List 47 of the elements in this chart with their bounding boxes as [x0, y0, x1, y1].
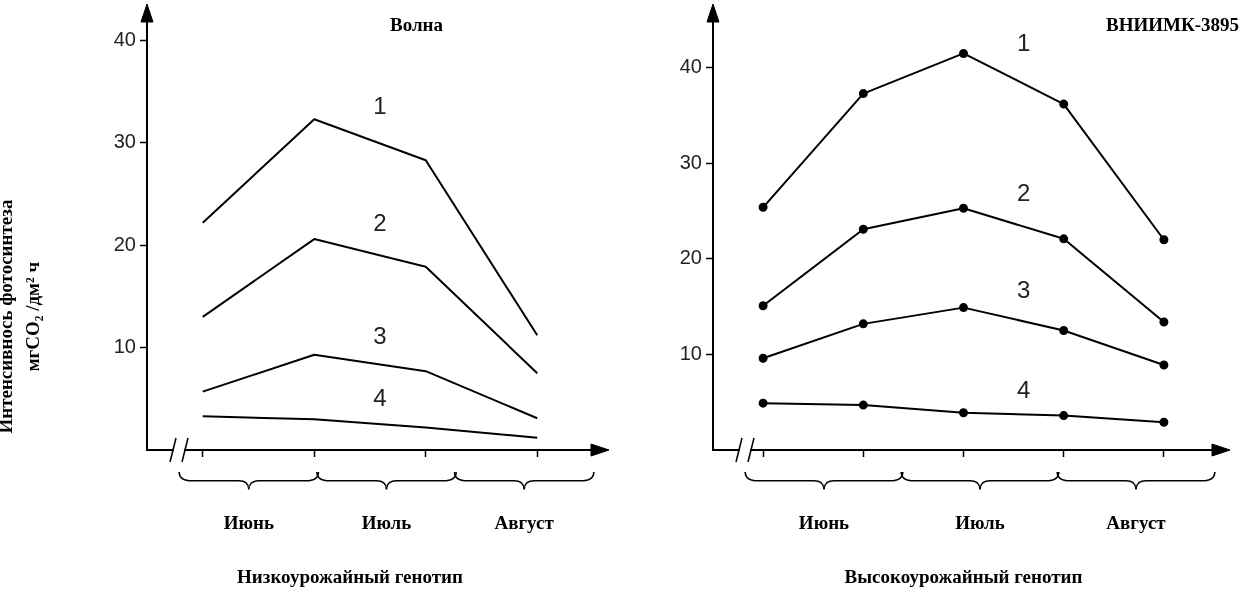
series-label: 1 [373, 92, 387, 120]
x-axis-title: Низкоурожайный генотип [237, 566, 463, 588]
point [758, 202, 768, 212]
point [758, 301, 768, 311]
point [758, 353, 768, 363]
y-axis-title: Интенсивнось фотосинтеза мгCO₂ /дм² ч [0, 198, 44, 436]
point [858, 400, 868, 410]
y-tick-label: 20 [679, 246, 702, 269]
y-tick-label: 20 [113, 232, 136, 255]
y-tick-label: 40 [113, 27, 136, 50]
series-label: 2 [373, 208, 387, 236]
series-label: 4 [1016, 376, 1031, 404]
point [1059, 99, 1069, 109]
point [858, 224, 868, 234]
point [1059, 411, 1069, 421]
point [1159, 317, 1169, 327]
series-label: 4 [373, 383, 387, 411]
series-label: 3 [373, 321, 387, 349]
point [1059, 234, 1069, 244]
y-tick-label: 40 [679, 55, 702, 78]
text: Июнь [223, 512, 274, 534]
chart-title: Волна [389, 14, 443, 36]
point [959, 203, 968, 213]
point [858, 319, 868, 329]
series-label: 1 [1016, 28, 1031, 56]
point [1159, 235, 1169, 245]
text: Август [1106, 512, 1166, 534]
text: Июль [361, 512, 412, 534]
point [959, 48, 968, 58]
y-tick-label: 30 [113, 130, 136, 153]
series-label: 2 [1016, 178, 1031, 206]
text: Июнь [798, 512, 850, 534]
point [758, 398, 768, 408]
series-label: 3 [1016, 275, 1031, 303]
point [1159, 360, 1169, 370]
point [959, 408, 968, 418]
y-tick-label: 30 [679, 150, 702, 173]
text: Август [494, 512, 554, 534]
chart-title: ВНИИМК-3895 [1105, 14, 1239, 36]
y-tick-label: 10 [113, 335, 136, 358]
x-axis-title: Высокоурожайный генотип [844, 566, 1083, 588]
text: Июль [955, 512, 1005, 534]
point [858, 89, 868, 99]
point [1159, 417, 1169, 427]
point [959, 303, 968, 313]
point [1059, 326, 1069, 336]
y-tick-label: 10 [679, 341, 702, 364]
